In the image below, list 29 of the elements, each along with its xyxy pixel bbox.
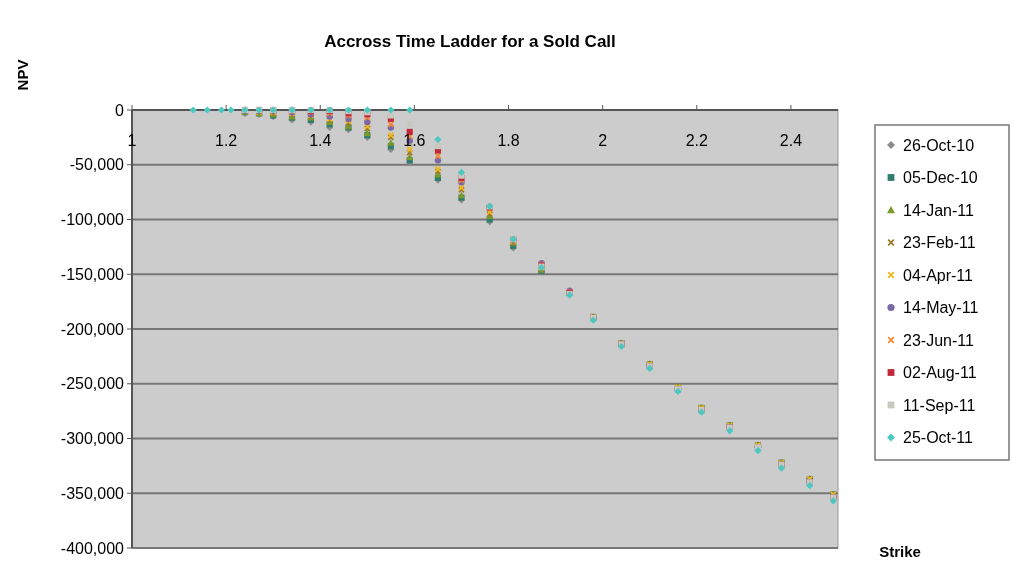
y-tick-label: -300,000 xyxy=(60,430,125,448)
legend-label: 04-Apr-11 xyxy=(903,266,974,284)
legend-label: 25-Oct-11 xyxy=(903,429,974,447)
x-tick-label: 2.4 xyxy=(779,132,803,149)
x-tick-label: 2.2 xyxy=(685,132,709,149)
x-tick-label: 2 xyxy=(598,132,608,149)
legend-label: 23-Jun-11 xyxy=(903,331,974,349)
x-tick-label: 1.6 xyxy=(403,132,426,149)
y-tick-label: -50,000 xyxy=(69,156,125,174)
y-tick-label: -350,000 xyxy=(60,484,125,502)
legend-label: 14-Jan-11 xyxy=(903,201,974,219)
legend-label: 23-Feb-11 xyxy=(903,234,976,252)
y-tick-label: -100,000 xyxy=(60,211,125,229)
legend-label: 11-Sep-11 xyxy=(903,396,976,414)
y-tick-label: -150,000 xyxy=(60,265,125,283)
legend-label: 05-Dec-10 xyxy=(903,169,978,187)
y-tick-label: 0 xyxy=(115,101,125,119)
legend-label: 14-May-11 xyxy=(903,299,979,317)
x-tick-label: 1.2 xyxy=(215,132,238,149)
x-tick-label: 1.4 xyxy=(309,132,332,149)
x-tick-label: 1.8 xyxy=(497,132,520,149)
legend-label: 26-Oct-10 xyxy=(903,136,975,154)
chart-title: Accross Time Ladder for a Sold Call xyxy=(324,32,616,51)
y-tick-label: -200,000 xyxy=(60,320,125,338)
y-axis-title: NPV xyxy=(14,59,31,91)
y-tick-label: -250,000 xyxy=(60,375,125,393)
legend-label: 02-Aug-11 xyxy=(903,364,977,382)
x-axis-title: Strike xyxy=(879,543,921,560)
y-tick-label: -400,000 xyxy=(60,539,125,557)
